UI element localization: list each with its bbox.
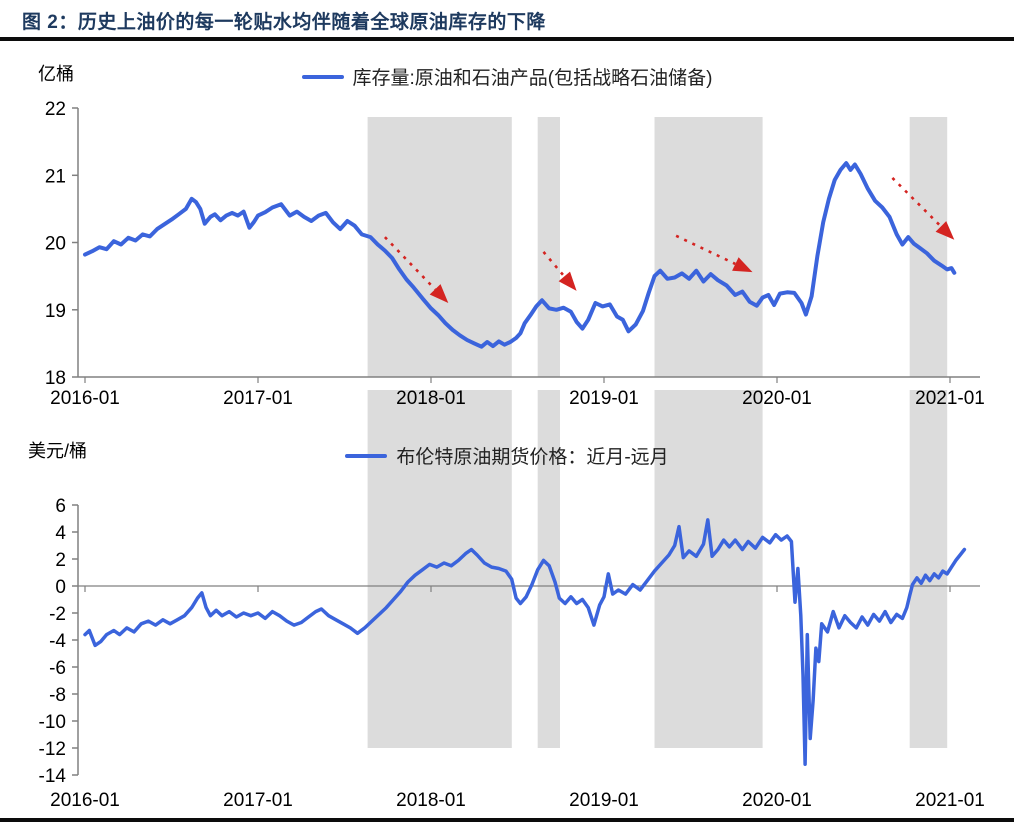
top-x-tick-label: 2019-01 (569, 388, 639, 409)
top-x-tick-label: 2017-01 (223, 388, 293, 409)
bottom-x-tick-label: 2017-01 (223, 790, 293, 811)
bottom-legend-line-swatch (345, 453, 388, 458)
bottom-legend: 布伦特原油期货价格：近月-远月 (0, 442, 1014, 469)
top-series-line (83, 161, 957, 349)
bottom-legend-label: 布伦特原油期货价格：近月-远月 (396, 447, 669, 468)
shaded-band-top-2 (537, 117, 560, 377)
bottom-y-tick-label: -10 (39, 712, 66, 733)
top-x-tick-label: 2021-01 (915, 388, 985, 409)
bottom-y-tick-label: -4 (49, 631, 66, 652)
bottom-y-tick-label: -8 (49, 685, 66, 706)
bottom-series-line (83, 518, 967, 766)
decline-arrow-4 (891, 176, 942, 228)
bottom-y-tick-label: 4 (55, 523, 66, 544)
top-legend-line-swatch (301, 74, 344, 79)
bottom-y-tick-label: 6 (55, 496, 66, 517)
top-y-tick-label: 19 (45, 301, 66, 322)
top-y-tick-label: 22 (45, 99, 66, 120)
decline-arrow-1 (383, 236, 437, 291)
top-y-unit-label: 亿桶 (38, 64, 74, 84)
bottom-y-tick-label: -6 (49, 658, 66, 679)
title-divider (0, 37, 1014, 41)
top-x-tick-label: 2016-01 (50, 388, 120, 409)
top-y-tick-label: 18 (45, 368, 66, 389)
top-legend-label: 库存量:原油和石油产品(包括战略石油储备) (352, 68, 713, 89)
decline-arrow-head-3 (732, 257, 753, 273)
bottom-y-tick-label: 2 (55, 550, 66, 571)
shaded-band-bottom-3 (654, 390, 763, 748)
bottom-x-tick-label: 2018-01 (396, 790, 466, 811)
decline-arrow-head-4 (935, 221, 955, 240)
bottom-x-tick-label: 2016-01 (50, 790, 120, 811)
top-x-tick-label: 2018-01 (396, 388, 466, 409)
bottom-x-tick-label: 2021-01 (915, 790, 985, 811)
top-y-tick-label: 20 (45, 234, 66, 255)
decline-arrow-head-1 (429, 284, 449, 303)
bottom-y-tick-label: -12 (39, 739, 66, 760)
shaded-band-bottom-1 (367, 390, 512, 748)
figure-title: 图 2：历史上油价的每一轮贴水均伴随着全球原油库存的下降 (22, 12, 546, 33)
shaded-band-top-3 (654, 117, 763, 377)
bottom-y-tick-label: -2 (49, 604, 66, 625)
decline-arrow-3 (675, 234, 736, 266)
shaded-band-top-1 (367, 117, 512, 377)
top-x-tick-label: 2020-01 (742, 388, 812, 409)
bottom-x-tick-label: 2019-01 (569, 790, 639, 811)
bottom-x-tick-label: 2020-01 (742, 790, 812, 811)
decline-arrow-head-2 (558, 271, 577, 291)
top-y-tick-label: 21 (45, 166, 66, 187)
bottom-y-tick-label: -14 (39, 766, 67, 787)
top-legend: 库存量:原油和石油产品(包括战略石油储备) (0, 63, 1014, 90)
bottom-y-unit-label: 美元/桶 (28, 441, 88, 461)
bottom-y-tick-label: 0 (55, 577, 66, 598)
shaded-band-bottom-4 (909, 390, 948, 748)
bottom-divider (0, 818, 1014, 822)
